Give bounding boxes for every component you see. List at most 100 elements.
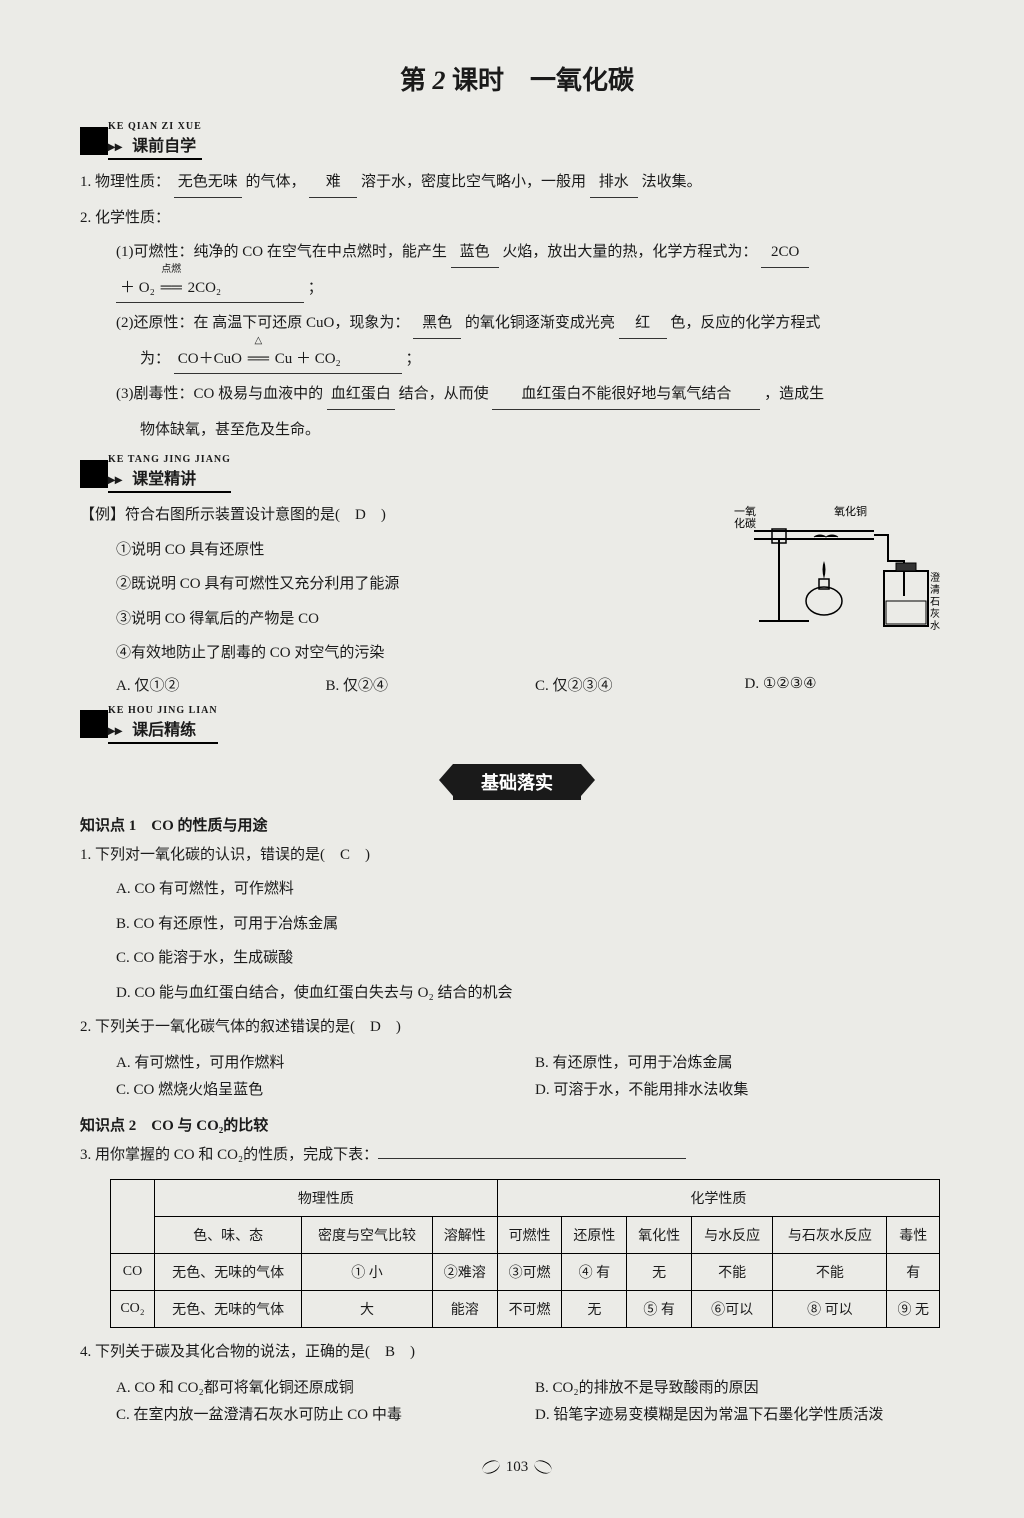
p2-opt: A. 有可燃性，可用作燃料 <box>116 1051 535 1072</box>
section-label: ▸▸ 课堂精讲 <box>108 465 231 489</box>
title-num: 2 <box>432 66 445 95</box>
q2-2: (2)还原性：在 高温下可还原 CuO，现象为： 黑色 的氧化铜逐渐变成光亮 红… <box>80 309 954 339</box>
compare-table: 物理性质 化学性质 色、味、态 密度与空气比较 溶解性 可燃性 还原性 氧化性 … <box>110 1179 940 1328</box>
example-block: 一氧 化碳 氧化铜 <box>80 501 954 695</box>
th: 毒性 <box>887 1217 940 1254</box>
table-row: 物理性质 化学性质 <box>111 1180 940 1217</box>
opt-a: A. 仅①② <box>116 674 326 695</box>
p2-options: A. 有可燃性，可用作燃料 B. 有还原性，可用于冶炼金属 C. CO 燃烧火焰… <box>116 1048 954 1102</box>
blank: 血红蛋白不能很好地与氧气结合 <box>492 380 760 410</box>
p4-opt: D. 铅笔字迹易变模糊是因为常温下石墨化学性质活泼 <box>535 1403 954 1424</box>
td: 无色、无味的气体 <box>154 1291 301 1328</box>
td: ⑤ 有 <box>627 1291 692 1328</box>
p2-stem: 2. 下列关于一氧化碳气体的叙述错误的是( D ) <box>80 1013 954 1042</box>
p4-opt: B. CO₂的排放不是导致酸雨的原因 <box>535 1376 954 1397</box>
svg-text:水: 水 <box>930 620 940 632</box>
table-row: 色、味、态 密度与空气比较 溶解性 可燃性 还原性 氧化性 与水反应 与石灰水反… <box>111 1217 940 1254</box>
q1: 1. 物理性质： 无色无味 的气体， 难 溶于水，密度比空气略小，一般用 排水 … <box>80 168 954 198</box>
q2-1: (1)可燃性：纯净的 CO 在空气在中点燃时，能产生 蓝色 火焰，放出大量的热，… <box>80 238 954 268</box>
opt-c: C. 仅②③④ <box>535 674 745 695</box>
td: ⑥可以 <box>691 1291 772 1328</box>
section-box-icon <box>80 127 108 155</box>
q2-1-line2: ＋ O₂ ══ 2CO₂ ； <box>80 274 954 304</box>
text: 为： <box>140 351 170 367</box>
kp1: 知识点 1 CO 的性质与用途 <box>80 814 954 835</box>
blank: CO＋CuO ══ Cu ＋ CO₂ <box>174 345 402 375</box>
td: ③可燃 <box>497 1254 562 1291</box>
th: 色、味、态 <box>154 1217 301 1254</box>
p2-opt: D. 可溶于水，不能用排水法收集 <box>535 1078 954 1099</box>
page-title: 第 2 课时 一氧化碳 <box>80 60 954 97</box>
table-row: CO 无色、无味的气体 ① 小 ②难溶 ③可燃 ④ 有 无 不能 不能 有 <box>111 1254 940 1291</box>
text: 色，反应的化学方程式 <box>670 315 820 331</box>
blank: 红 <box>619 309 667 339</box>
banner-jichu: 基础落实 <box>80 764 954 800</box>
section-kehou: KE HOU JING LIAN ▸▸ 课后精练 <box>80 705 954 744</box>
svg-text:清: 清 <box>930 583 940 596</box>
svg-text:化碳: 化碳 <box>734 516 756 530</box>
p4-opt: C. 在室内放一盆澄清石灰水可防止 CO 中毒 <box>116 1403 535 1424</box>
blank: ＋ O₂ ══ 2CO₂ <box>116 274 304 304</box>
label-cuo: 氧化铜 <box>834 504 867 518</box>
p4-stem: 4. 下列关于碳及其化合物的说法，正确的是( B ) <box>80 1338 954 1367</box>
p2-opt: C. CO 燃烧火焰呈蓝色 <box>116 1078 535 1099</box>
text: ； <box>308 280 323 296</box>
td: 能溶 <box>432 1291 497 1328</box>
q1-head: 1. 物理性质： <box>80 174 170 190</box>
td: ⑧ 可以 <box>773 1291 887 1328</box>
opt-b: B. 仅②④ <box>326 674 536 695</box>
td: CO <box>111 1254 155 1291</box>
blank: 难 <box>309 168 357 198</box>
title-mid: 课时 <box>452 66 504 95</box>
example-options: A. 仅①② B. 仅②④ C. 仅②③④ D. ①②③④ <box>116 674 954 695</box>
text: 法收集。 <box>642 174 702 190</box>
arrow-icon: ▸▸ <box>108 724 122 739</box>
text: (3)剧毒性：CO 极易与血液中的 <box>116 386 323 402</box>
text: 火焰，放出大量的热，化学方程式为： <box>502 244 757 260</box>
section-pinyin: KE HOU JING LIAN <box>108 705 218 716</box>
section-ketang: KE TANG JING JIANG ▸▸ 课堂精讲 <box>80 454 954 493</box>
th: 密度与空气比较 <box>302 1217 433 1254</box>
kp2: 知识点 2 CO 与 CO₂的比较 <box>80 1114 954 1135</box>
text: ； <box>406 351 421 367</box>
title-topic: 一氧化碳 <box>530 66 634 95</box>
p2-opt: B. 有还原性，可用于冶炼金属 <box>535 1051 954 1072</box>
blank: 无色无味 <box>174 168 242 198</box>
title-prefix: 第 <box>400 66 426 95</box>
text: 的气体， <box>246 174 306 190</box>
p1-opt: D. CO 能与血红蛋白结合，使血红蛋白失去与 O₂ 结合的机会 <box>80 979 954 1008</box>
td: ②难溶 <box>432 1254 497 1291</box>
th: 还原性 <box>562 1217 627 1254</box>
td: ⑨ 无 <box>887 1291 940 1328</box>
th: 氧化性 <box>627 1217 692 1254</box>
td: 无 <box>627 1254 692 1291</box>
td: ④ 有 <box>562 1254 627 1291</box>
td: 不能 <box>691 1254 772 1291</box>
apparatus-diagram: 一氧 化碳 氧化铜 <box>724 501 944 641</box>
td: 不能 <box>773 1254 887 1291</box>
q2-head: 2. 化学性质： <box>80 204 954 233</box>
p1-opt: A. CO 有可燃性，可作燃料 <box>80 875 954 904</box>
td: CO₂ <box>111 1291 155 1328</box>
text: 的氧化铜逐渐变成光亮 <box>465 315 615 331</box>
p1-opt: B. CO 有还原性，可用于冶炼金属 <box>80 910 954 939</box>
text: 结合，从而使 <box>399 386 489 402</box>
td: 无色、无味的气体 <box>154 1254 301 1291</box>
section-pinyin: KE QIAN ZI XUE <box>108 121 202 132</box>
arrow-icon: ▸▸ <box>108 140 122 155</box>
q2-2-line2: 为： CO＋CuO ══ Cu ＋ CO₂ ； <box>80 345 954 375</box>
section-pinyin: KE TANG JING JIANG <box>108 454 231 465</box>
text: ，造成生 <box>764 386 824 402</box>
arrow-icon: ▸▸ <box>108 473 122 488</box>
section-keqian: KE QIAN ZI XUE ▸▸ 课前自学 <box>80 121 954 160</box>
td: 不可燃 <box>497 1291 562 1328</box>
table-row: CO₂ 无色、无味的气体 大 能溶 不可燃 无 ⑤ 有 ⑥可以 ⑧ 可以 ⑨ 无 <box>111 1291 940 1328</box>
th: 可燃性 <box>497 1217 562 1254</box>
th-phys: 物理性质 <box>154 1180 497 1217</box>
td: 有 <box>887 1254 940 1291</box>
td: 大 <box>302 1291 433 1328</box>
label-limewater: 澄 <box>930 571 940 584</box>
blank: 黑色 <box>413 309 461 339</box>
section-box-icon <box>80 710 108 738</box>
section-label: ▸▸ 课后精练 <box>108 716 218 740</box>
